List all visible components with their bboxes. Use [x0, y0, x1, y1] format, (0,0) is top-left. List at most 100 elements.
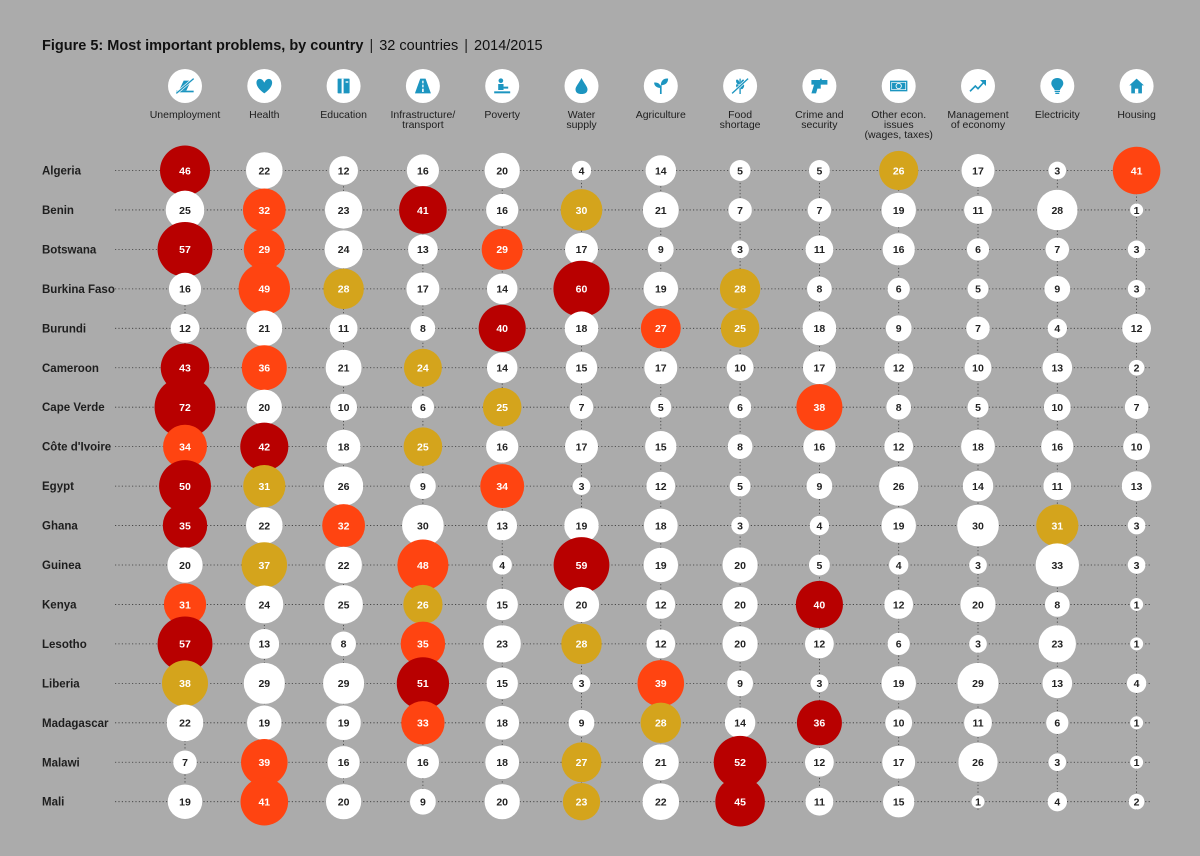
bubble: 1 — [1130, 203, 1144, 217]
bubble-value: 43 — [179, 363, 191, 375]
bubble: 32 — [322, 504, 365, 547]
bubble-value: 40 — [496, 323, 508, 335]
bubble-value: 50 — [179, 481, 191, 493]
bubble: 1 — [1130, 637, 1144, 651]
bubble-value: 6 — [1054, 718, 1060, 730]
bubble: 25 — [165, 190, 205, 230]
bubble-circle — [241, 542, 288, 588]
bubble: 20 — [484, 152, 520, 189]
bubble-circle — [802, 351, 836, 385]
bubble-circle — [650, 396, 672, 418]
bubble-value: 39 — [258, 757, 270, 769]
bubble-circle — [726, 354, 754, 382]
row-label: Burundi — [42, 323, 86, 335]
bubble: 57 — [157, 221, 213, 277]
bubble-value: 20 — [179, 560, 191, 572]
bubble: 19 — [643, 271, 679, 307]
row-label: Guinea — [42, 560, 82, 572]
bubble-circle — [966, 316, 990, 341]
bubble: 18 — [802, 311, 837, 346]
bubble: 12 — [329, 156, 358, 185]
bubble-circle — [324, 230, 363, 269]
bubble-value: 2 — [1134, 797, 1140, 809]
bubble-value: 21 — [258, 323, 270, 335]
bubble-value: 22 — [338, 560, 350, 572]
bubble-circle — [1036, 504, 1079, 547]
bubble-value: 29 — [338, 678, 350, 690]
bubble-value: 8 — [1054, 599, 1060, 611]
bubble-value: 12 — [655, 639, 667, 651]
bubble-value: 19 — [655, 284, 667, 296]
bubble-circle — [553, 537, 610, 593]
poverty-icon — [485, 69, 520, 103]
bubble-value: 18 — [655, 520, 667, 532]
bubble: 4 — [1047, 792, 1068, 812]
bubble-circle — [644, 351, 678, 385]
bubble-value: 29 — [972, 678, 984, 690]
bubble: 49 — [238, 263, 290, 315]
bubble-value: 16 — [417, 757, 429, 769]
bubble-circle — [808, 554, 830, 576]
bubble-value: 45 — [734, 797, 746, 809]
bubble: 7 — [1045, 237, 1070, 262]
bubble-circle — [569, 395, 594, 419]
bubble: 22 — [642, 783, 680, 821]
bubble-value: 26 — [338, 481, 350, 493]
bubble: 14 — [645, 155, 677, 186]
bubble-value: 13 — [258, 639, 270, 651]
house-icon — [1119, 69, 1154, 103]
row-label: Cameroon — [42, 363, 99, 375]
bubble-circle — [403, 348, 442, 387]
trend-up-icon — [961, 69, 995, 103]
bubble: 50 — [159, 460, 211, 513]
bubble-circle — [646, 590, 676, 619]
bubble-value: 16 — [893, 244, 905, 256]
bubble-value: 28 — [1051, 205, 1063, 217]
bubble: 28 — [640, 702, 682, 744]
bubble-value: 6 — [975, 244, 981, 256]
bubble-value: 20 — [338, 797, 350, 809]
bubble-circle — [324, 191, 363, 229]
bubble: 23 — [324, 191, 363, 229]
bubble-circle — [1042, 352, 1073, 383]
column-label: Infrastructure/transport — [391, 109, 456, 131]
bubble-circle — [642, 744, 679, 781]
bubble-value: 21 — [338, 363, 350, 375]
column-label: Education — [320, 109, 367, 121]
bubble: 19 — [881, 192, 916, 228]
bubble-circle — [1122, 313, 1151, 343]
bubble-value: 11 — [338, 323, 349, 335]
bubble-circle — [1035, 543, 1079, 587]
bubble-value: 12 — [814, 639, 826, 651]
bubble: 7 — [1124, 395, 1149, 419]
bubble-circle — [1127, 280, 1146, 298]
bubble-value: 21 — [655, 205, 667, 217]
bubble-value: 11 — [814, 797, 825, 809]
bubble: 52 — [713, 735, 767, 789]
bubble: 29 — [323, 662, 365, 704]
bubble: 3 — [1048, 753, 1067, 772]
bubble-circle — [486, 273, 518, 305]
column-label: Crime and security — [795, 109, 844, 131]
bubble-circle — [643, 508, 678, 543]
bubble-circle — [562, 783, 601, 821]
bubble: 7 — [728, 198, 752, 222]
bubble: 34 — [163, 424, 207, 469]
bubble-value: 25 — [338, 599, 350, 611]
bubble-circle — [802, 311, 837, 346]
bubble: 17 — [565, 232, 598, 266]
row-label: Kenya — [42, 599, 77, 611]
bubble: 30 — [957, 504, 999, 547]
bubble: 4 — [1126, 673, 1147, 694]
bubble-value: 46 — [179, 165, 191, 177]
bubble: 23 — [483, 625, 521, 663]
bubble-circle — [879, 150, 919, 191]
bubble-circle — [242, 188, 286, 232]
bubble-circle — [249, 629, 280, 659]
bubble: 16 — [1041, 430, 1074, 463]
bubble-circle — [884, 353, 914, 383]
bubble-circle — [157, 616, 213, 672]
bubble: 18 — [564, 311, 599, 346]
bubble: 5 — [650, 396, 672, 418]
bubble-value: 8 — [896, 402, 902, 414]
